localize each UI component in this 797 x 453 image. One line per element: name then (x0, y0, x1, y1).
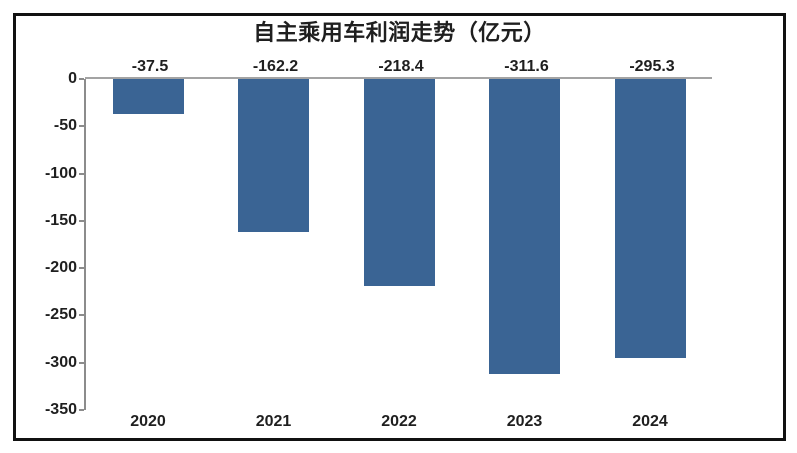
value-label-2020: -37.5 (131, 58, 169, 75)
y-tick-label: -100 (44, 164, 77, 182)
y-tick-label: 0 (68, 70, 77, 87)
bar-2020 (112, 79, 184, 114)
x-tick-label-2023: 2023 (506, 413, 543, 430)
x-tick-label-2022: 2022 (381, 413, 417, 430)
chart-frame: 自主乘用车利润走势（亿元） 0 -50 -100 -150 -200 -250 -300 -3… (13, 13, 786, 441)
y-tick-label: -300 (44, 353, 77, 371)
y-axis-line (84, 79, 86, 410)
y-axis-tick (79, 219, 84, 222)
y-axis-tick (79, 314, 84, 317)
x-tick-label-2024: 2024 (632, 413, 668, 430)
y-tick-label: -200 (44, 259, 77, 277)
x-tick-label-2020: 2020 (130, 413, 166, 430)
y-tick-label: -250 (44, 306, 77, 324)
bar-2022 (363, 79, 435, 286)
bar-2023 (489, 79, 560, 374)
y-tick-label: -50 (53, 117, 77, 135)
y-tick-label: -350 (44, 401, 77, 418)
plot-area: 0 -50 -100 -150 -200 -250 -300 -350 -37.5 2020 -16… (16, 16, 783, 438)
value-label-2022: -218.4 (378, 58, 424, 75)
chart-title: 自主乘用车利润走势（亿元） (253, 20, 546, 45)
value-label-2024: -295.3 (629, 58, 675, 75)
bar-2021 (238, 79, 309, 232)
y-axis-tick (79, 172, 84, 175)
y-tick-label: -150 (44, 211, 77, 229)
y-axis-tick (79, 125, 84, 128)
y-axis-tick (79, 361, 84, 364)
y-axis-tick (79, 267, 84, 270)
bar-2024 (614, 79, 686, 358)
value-label-2023: -311.6 (504, 58, 549, 75)
zero-baseline (85, 77, 712, 79)
x-tick-label-2021: 2021 (255, 413, 292, 430)
y-axis-tick (79, 78, 84, 80)
value-label-2021: -162.2 (252, 58, 299, 75)
y-axis-tick (79, 409, 84, 411)
